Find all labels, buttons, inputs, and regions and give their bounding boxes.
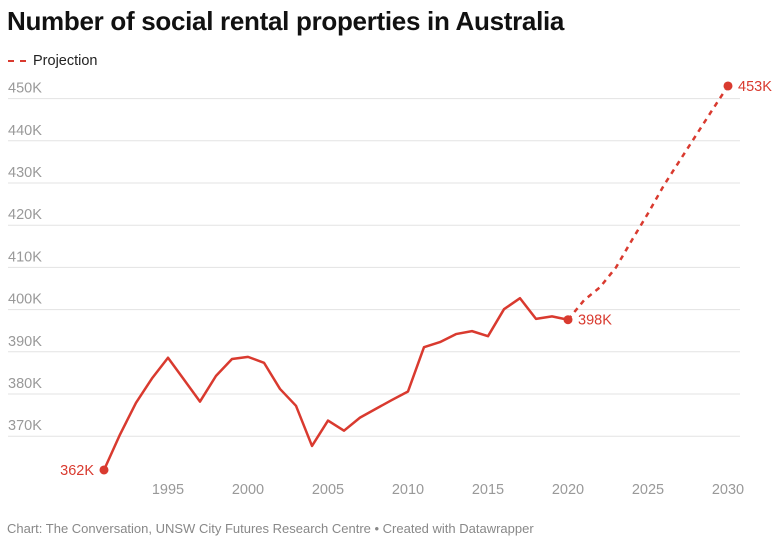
x-tick-label: 2005 (312, 482, 344, 498)
data-label: 362K (60, 463, 94, 479)
data-point-marker (723, 81, 733, 91)
y-tick-label: 410K (8, 249, 42, 265)
x-tick-label: 2025 (632, 482, 664, 498)
chart-title: Number of social rental properties in Au… (7, 6, 565, 36)
x-tick-label: 2010 (392, 482, 424, 498)
y-tick-label: 420K (8, 207, 42, 223)
y-tick-label: 380K (8, 376, 42, 392)
legend: Projection (8, 53, 97, 69)
y-tick-label: 370K (8, 418, 42, 434)
data-label: 398K (578, 313, 612, 329)
x-tick-label: 2015 (472, 482, 504, 498)
legend-label-projection: Projection (33, 53, 98, 69)
x-tick-label: 2000 (232, 482, 264, 498)
x-tick-label: 2030 (712, 482, 744, 498)
y-tick-label: 430K (8, 165, 42, 181)
projection-line (567, 85, 730, 321)
historical-line (102, 296, 569, 471)
x-tick-label: 1995 (152, 482, 184, 498)
data-point-marker (563, 315, 573, 325)
y-tick-label: 400K (8, 292, 42, 308)
y-tick-label: 450K (8, 81, 42, 97)
chart-footer: Chart: The Conversation, UNSW City Futur… (7, 521, 534, 536)
y-tick-label: 440K (8, 123, 42, 139)
data-point-marker (99, 465, 109, 475)
y-tick-label: 390K (8, 334, 42, 350)
x-tick-label: 2020 (552, 482, 584, 498)
legend-dashed-line-swatch (8, 60, 26, 62)
data-label: 453K (738, 79, 772, 95)
